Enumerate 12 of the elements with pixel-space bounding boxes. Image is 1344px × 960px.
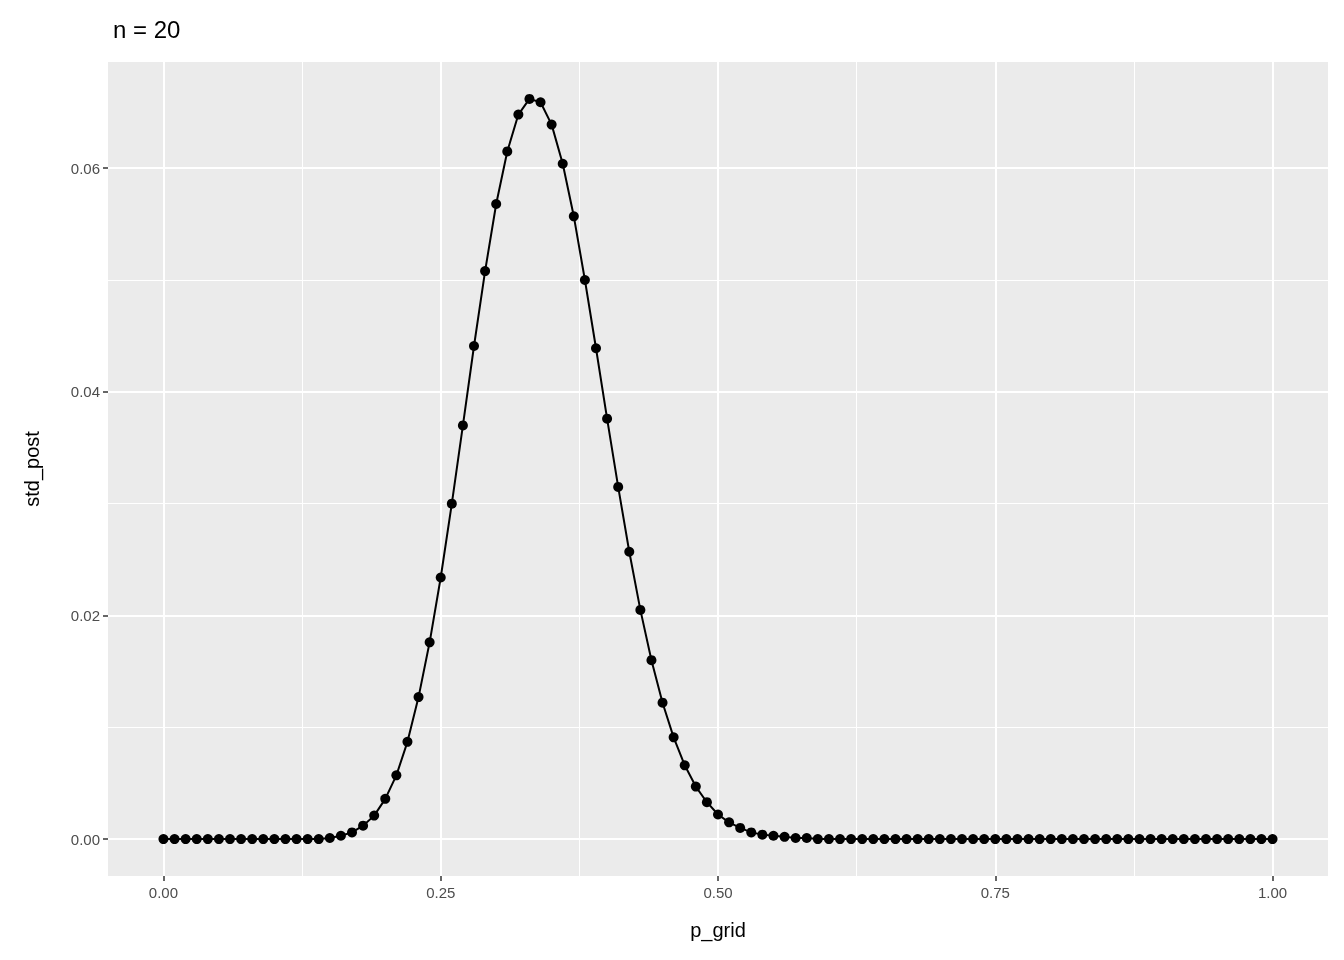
x-axis-title: p_grid [690, 919, 746, 942]
y-tick-label: 0.04 [70, 383, 100, 401]
y-tick-label: 0.06 [70, 159, 100, 177]
y-tick-label: 0.00 [70, 830, 100, 848]
x-tick-label: 0.25 [426, 884, 456, 901]
y-tick-label: 0.02 [70, 606, 100, 624]
chart-title: n = 20 [113, 15, 181, 43]
x-tick-label: 0.75 [980, 884, 1010, 901]
y-axis-title: std_post [21, 430, 44, 507]
x-tick-label: 0.50 [703, 884, 733, 901]
x-tick-label: 1.00 [1257, 884, 1288, 901]
x-tick-label: 0.00 [148, 884, 179, 901]
